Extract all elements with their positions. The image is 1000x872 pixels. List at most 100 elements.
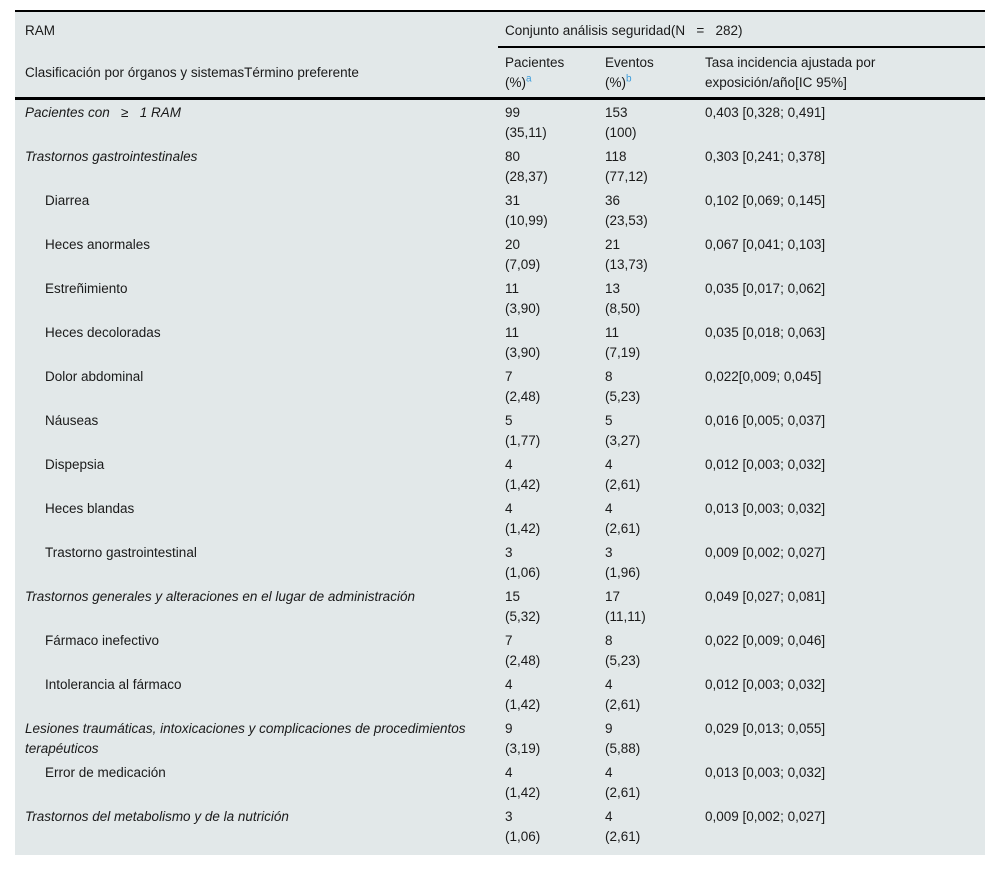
patients-count: 4 bbox=[505, 457, 513, 472]
row-label: Intolerancia al fármaco bbox=[45, 677, 182, 692]
patients-percent: (1,42) bbox=[505, 477, 541, 492]
patients-cell: 15 (5,32) bbox=[505, 587, 605, 628]
table-row: Dispepsia 4 (1,42) 4 (2,61) 0,012 [0,003… bbox=[15, 452, 985, 496]
events-cell: 4 (2,61) bbox=[605, 499, 705, 540]
events-percent: (2,61) bbox=[605, 477, 641, 492]
events-percent: (2,61) bbox=[605, 697, 641, 712]
incidence-rate: 0,009 [0,002; 0,027] bbox=[705, 545, 826, 560]
patients-percent: (1,42) bbox=[505, 697, 541, 712]
footnote-marker-a: a bbox=[526, 73, 532, 85]
patients-count: 7 bbox=[505, 633, 513, 648]
events-count: 118 bbox=[605, 149, 627, 164]
header-col-pacientes: Pacientes (%)a bbox=[505, 53, 605, 93]
incidence-rate: 0,012 [0,003; 0,032] bbox=[705, 457, 826, 472]
patients-percent: (35,11) bbox=[505, 125, 547, 140]
events-count: 8 bbox=[605, 369, 613, 384]
events-cell: 3 (1,96) bbox=[605, 543, 705, 584]
patients-count: 99 bbox=[505, 105, 521, 120]
eventos-pct-label: (%)b bbox=[605, 73, 697, 93]
incidence-rate: 0,403 [0,328; 0,491] bbox=[705, 105, 826, 120]
patients-count: 3 bbox=[505, 545, 513, 560]
events-cell: 8 (5,23) bbox=[605, 367, 705, 408]
table-row: Fármaco inefectivo 7 (2,48) 8 (5,23) 0,0… bbox=[15, 628, 985, 672]
patients-cell: 99 (35,11) bbox=[505, 103, 605, 144]
events-cell: 17 (11,11) bbox=[605, 587, 705, 628]
patients-percent: (28,37) bbox=[505, 169, 548, 184]
patients-cell: 7 (2,48) bbox=[505, 631, 605, 672]
row-label: Dispepsia bbox=[45, 457, 105, 472]
patients-percent: (1,77) bbox=[505, 433, 541, 448]
events-cell: 4 (2,61) bbox=[605, 763, 705, 804]
events-cell: 118 (77,12) bbox=[605, 147, 705, 188]
header-classification-label: Clasificación por órganos y sistemasTérm… bbox=[25, 65, 359, 80]
incidence-rate: 0,022[0,009; 0,045] bbox=[705, 369, 822, 384]
incidence-rate: 0,009 [0,002; 0,027] bbox=[705, 809, 826, 824]
incidence-rate: 0,049 [0,027; 0,081] bbox=[705, 589, 826, 604]
patients-cell: 11 (3,90) bbox=[505, 279, 605, 320]
row-label: Fármaco inefectivo bbox=[45, 633, 160, 648]
header-col-eventos: Eventos (%)b bbox=[605, 53, 705, 93]
row-label: Trastornos gastrointestinales bbox=[25, 149, 198, 164]
header-ram-label: RAM bbox=[25, 23, 55, 38]
events-count: 8 bbox=[605, 633, 613, 648]
patients-percent: (3,90) bbox=[505, 301, 541, 316]
patients-percent: (7,09) bbox=[505, 257, 541, 272]
incidence-rate: 0,067 [0,041; 0,103] bbox=[705, 237, 826, 252]
incidence-rate: 0,022 [0,009; 0,046] bbox=[705, 633, 826, 648]
patients-cell: 3 (1,06) bbox=[505, 543, 605, 584]
table-row: Náuseas 5 (1,77) 5 (3,27) 0,016 [0,005; … bbox=[15, 408, 985, 452]
incidence-rate: 0,013 [0,003; 0,032] bbox=[705, 501, 826, 516]
events-cell: 36 (23,53) bbox=[605, 191, 705, 232]
events-percent: (7,19) bbox=[605, 345, 641, 360]
events-count: 5 bbox=[605, 413, 613, 428]
eventos-pct-text: (%) bbox=[605, 75, 626, 90]
patients-count: 3 bbox=[505, 809, 513, 824]
events-percent: (13,73) bbox=[605, 257, 648, 272]
table-row: Trastornos gastrointestinales 80 (28,37)… bbox=[15, 144, 985, 188]
header-column-labels: Pacientes (%)a Eventos (%)b Tasa inciden… bbox=[498, 48, 985, 93]
patients-cell: 4 (1,42) bbox=[505, 499, 605, 540]
patients-cell: 4 (1,42) bbox=[505, 675, 605, 716]
patients-percent: (2,48) bbox=[505, 389, 541, 404]
patients-percent: (10,99) bbox=[505, 213, 548, 228]
events-cell: 4 (2,61) bbox=[605, 675, 705, 716]
row-label: Heces anormales bbox=[45, 237, 151, 252]
row-label: Pacientes con ≥ 1 RAM bbox=[25, 105, 181, 120]
patients-count: 4 bbox=[505, 501, 513, 516]
table-row: Error de medicación 4 (1,42) 4 (2,61) 0,… bbox=[15, 760, 985, 804]
events-cell: 5 (3,27) bbox=[605, 411, 705, 452]
events-count: 13 bbox=[605, 281, 621, 296]
incidence-rate: 0,102 [0,069; 0,145] bbox=[705, 193, 826, 208]
eventos-label: Eventos bbox=[605, 55, 654, 70]
table-body: Pacientes con ≥ 1 RAM 99 (35,11) 15 3 (10… bbox=[15, 100, 985, 848]
table-row: Heces decoloradas 11 (3,90) 11 (7,19) 0,… bbox=[15, 320, 985, 364]
events-percent: (8,50) bbox=[605, 301, 641, 316]
patients-percent: (2,48) bbox=[505, 653, 541, 668]
row-label: Trastorno gastrointestinal bbox=[45, 545, 197, 560]
incidence-rate: 0,016 [0,005; 0,037] bbox=[705, 413, 826, 428]
table-row: Heces anormales 20 (7,09) 21 (13,73) 0,0… bbox=[15, 232, 985, 276]
pacientes-pct-label: (%)a bbox=[505, 73, 597, 93]
incidence-rate: 0,035 [0,018; 0,063] bbox=[705, 325, 826, 340]
patients-count: 7 bbox=[505, 369, 513, 384]
events-cell: 4 (2,61) bbox=[605, 455, 705, 496]
pacientes-pct-text: (%) bbox=[505, 75, 526, 90]
row-label: Dolor abdominal bbox=[45, 369, 144, 384]
patients-cell: 31 (10,99) bbox=[505, 191, 605, 232]
events-count: 4 bbox=[605, 677, 613, 692]
row-label: Error de medicación bbox=[45, 765, 166, 780]
table-header: RAM Clasificación por órganos y sistemas… bbox=[15, 12, 985, 100]
patients-percent: (1,06) bbox=[505, 829, 541, 844]
patients-cell: 4 (1,42) bbox=[505, 455, 605, 496]
patients-count: 15 bbox=[505, 589, 521, 604]
table-row: Trastornos del metabolismo y de la nutri… bbox=[15, 804, 985, 848]
events-count: 11 bbox=[605, 325, 620, 340]
events-count: 9 bbox=[605, 721, 613, 736]
row-label: Heces decoloradas bbox=[45, 325, 161, 340]
events-percent: (5,23) bbox=[605, 389, 641, 404]
events-percent: (5,23) bbox=[605, 653, 641, 668]
patients-cell: 80 (28,37) bbox=[505, 147, 605, 188]
patients-cell: 11 (3,90) bbox=[505, 323, 605, 364]
row-label: Náuseas bbox=[45, 413, 99, 428]
incidence-rate: 0,013 [0,003; 0,032] bbox=[705, 765, 826, 780]
